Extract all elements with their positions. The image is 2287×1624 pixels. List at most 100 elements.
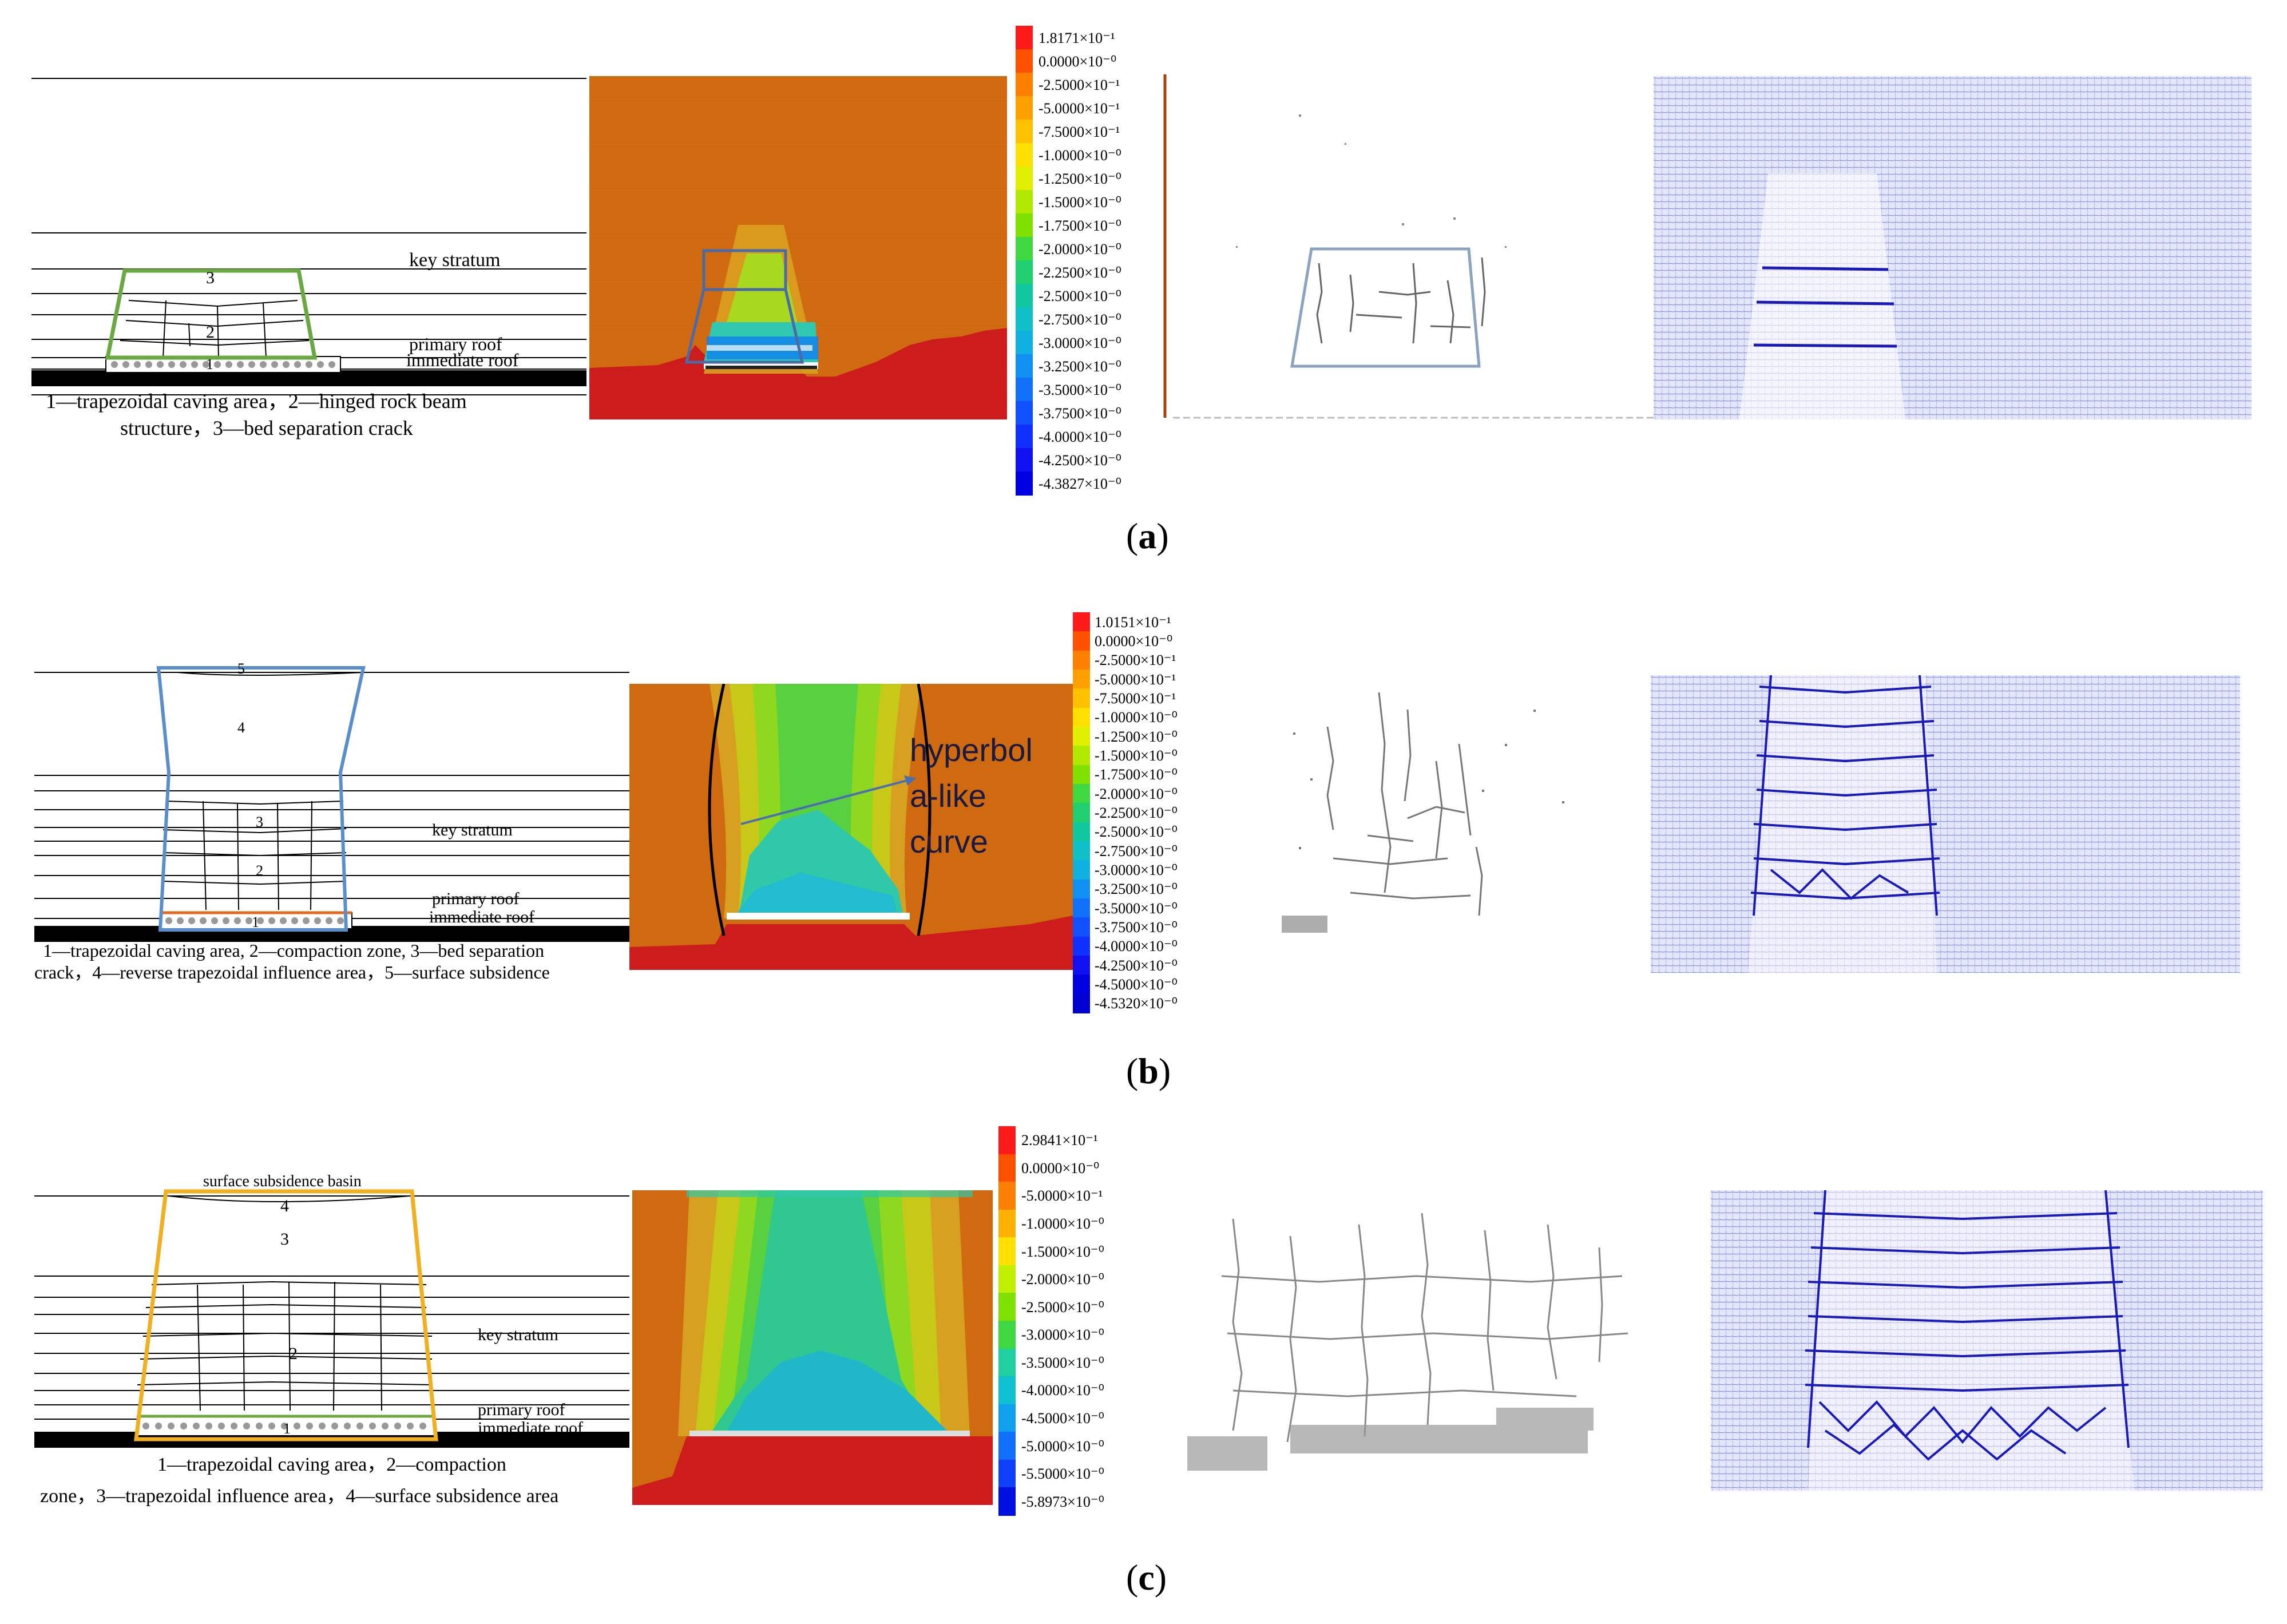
colorbar-swatch <box>1016 260 1033 284</box>
colorbar-tick-label: -2.5000×10⁻⁰ <box>1095 823 1178 841</box>
crack-distribution-b <box>1282 692 1564 933</box>
colorbar-tick-label: -2.5000×10⁻¹ <box>1039 76 1120 93</box>
colorbar-swatch <box>1073 631 1090 651</box>
colorbar-tick-label: -5.0000×10⁻¹ <box>1039 100 1120 117</box>
colorbar-tick-label: -3.2500×10⁻⁰ <box>1095 881 1178 898</box>
colorbar-tick-label: -3.7500×10⁻⁰ <box>1039 405 1121 422</box>
caption-line-2: zone，3—trapezoidal influence area，4—surf… <box>40 1486 558 1507</box>
colorbar-swatch <box>1016 143 1033 167</box>
caption-line-2: crack，4—reverse trapezoidal influence ar… <box>34 962 550 983</box>
colorbar-tick-label: -1.5000×10⁻⁰ <box>1095 747 1178 764</box>
colorbar-swatch <box>998 1237 1016 1266</box>
colorbar-swatch <box>1016 354 1033 378</box>
colorbar-a: 1.8171×10⁻¹ 0.0000×10⁻⁰ -2.5000×10⁻¹ -5.000… <box>1016 26 1164 496</box>
colorbar-tick-label: -2.5000×10⁻¹ <box>1095 652 1176 669</box>
label-primary-roof: primary roof <box>409 334 502 354</box>
annotation-line-3: curve <box>910 823 988 859</box>
annotation-line-2: a-like <box>910 778 986 814</box>
colorbar-swatch <box>1073 841 1090 861</box>
colorbar-tick-label: -3.5000×10⁻⁰ <box>1021 1354 1104 1371</box>
colorbar-tick-label: -2.5000×10⁻⁰ <box>1039 287 1121 304</box>
colorbar-swatch <box>1016 425 1033 449</box>
colorbar-swatch <box>1016 472 1033 496</box>
colorbar-swatch <box>1073 707 1090 727</box>
colorbar-tick-label: -2.7500×10⁻⁰ <box>1039 311 1121 328</box>
colorbar-swatch <box>1016 96 1033 120</box>
zone-number: 1 <box>206 356 213 373</box>
colorbar-tick-label: 0.0000×10⁻⁰ <box>1039 53 1117 70</box>
caption-line-1: 1—trapezoidal caving area，2—hinged rock … <box>46 390 467 413</box>
colorbar-swatch <box>1016 448 1033 472</box>
row-b: 5 4 3 2 1 key stratum primary roof immed… <box>0 572 2287 1116</box>
colorbar-tick-label: -3.0000×10⁻⁰ <box>1021 1326 1104 1344</box>
colorbar-swatch <box>1073 612 1090 632</box>
colorbar-swatch <box>1073 650 1090 670</box>
label-primary-roof: primary roof <box>432 889 519 908</box>
colorbar-swatch <box>998 1209 1016 1238</box>
colorbar-swatch <box>1073 670 1090 690</box>
colorbar-swatch <box>1073 765 1090 785</box>
colorbar-swatch <box>998 1154 1016 1183</box>
colorbar-swatch <box>1073 860 1090 880</box>
colorbar-tick-label: -4.5000×10⁻⁰ <box>1095 976 1178 993</box>
schematic-c: surface subsidence basin 4 3 2 1 key str… <box>34 1173 629 1507</box>
zone-number: 3 <box>206 268 215 287</box>
schematic-a: 3 2 1 key stratum primary roof immediate… <box>31 78 586 439</box>
colorbar-swatch <box>1073 936 1090 956</box>
colorbar-swatch <box>1016 26 1033 50</box>
force-chain-c <box>1711 1190 2263 1491</box>
colorbar-tick-label: -1.5000×10⁻⁰ <box>1039 193 1121 211</box>
colorbar-tick-label: -7.5000×10⁻¹ <box>1095 690 1176 707</box>
colorbar-swatch <box>1073 917 1090 937</box>
colorbar-swatch <box>1016 190 1033 214</box>
zone-number: 3 <box>256 814 263 830</box>
zone-number: 2 <box>289 1344 298 1363</box>
colorbar-c: 2.9841×10⁻¹ 0.0000×10⁻⁰ -5.0000×10⁻¹ -1.000… <box>998 1126 1147 1516</box>
colorbar-tick-label: -1.5000×10⁻⁰ <box>1021 1243 1104 1260</box>
colorbar-tick-label: -2.0000×10⁻⁰ <box>1021 1271 1104 1288</box>
colorbar-tick-label: -4.5320×10⁻⁰ <box>1095 995 1178 1012</box>
colorbar-swatch <box>1016 307 1033 331</box>
colorbar-tick-label: 2.9841×10⁻¹ <box>1021 1132 1098 1149</box>
colorbar-swatch <box>1073 898 1090 918</box>
colorbar-tick-label: -4.2500×10⁻⁰ <box>1095 957 1178 974</box>
displacement-contour-a <box>589 76 1007 419</box>
colorbar-swatch <box>998 1404 1016 1433</box>
colorbar-swatch <box>1073 993 1090 1013</box>
colorbar-tick-label: -4.3827×10⁻⁰ <box>1039 475 1121 492</box>
panel-label-c: (c) <box>1126 1557 1167 1598</box>
zone-number: 3 <box>280 1230 289 1249</box>
colorbar-swatch <box>1073 727 1090 747</box>
colorbar-swatch <box>1016 284 1033 308</box>
colorbar-tick-label: 1.0151×10⁻¹ <box>1095 613 1171 631</box>
colorbar-tick-label: -5.8973×10⁻⁰ <box>1021 1493 1104 1510</box>
row-c: surface subsidence basin 4 3 2 1 key str… <box>0 1116 2287 1624</box>
colorbar-swatch <box>998 1348 1016 1377</box>
colorbar-tick-label: -1.0000×10⁻⁰ <box>1021 1215 1104 1232</box>
colorbar-tick-label: -2.2500×10⁻⁰ <box>1039 264 1121 281</box>
caption-line-1: 1—trapezoidal caving area, 2—compaction … <box>43 940 544 961</box>
colorbar-b: 1.0151×10⁻¹ 0.0000×10⁻⁰ -2.5000×10⁻¹ -5.000… <box>1073 612 1222 1013</box>
label-immediate-roof: immediate roof <box>429 908 534 926</box>
force-chain-a <box>1654 76 2252 419</box>
colorbar-tick-label: -3.0000×10⁻⁰ <box>1039 334 1121 351</box>
label-key-stratum: key stratum <box>478 1325 558 1344</box>
colorbar-tick-label: 1.8171×10⁻¹ <box>1039 29 1115 46</box>
zone-number: 1 <box>283 1420 291 1437</box>
colorbar-swatch <box>1073 784 1090 804</box>
caption-line-1: 1—trapezoidal caving area，2—compaction <box>157 1454 506 1475</box>
zone-number: 2 <box>206 323 215 342</box>
label-key-stratum: key stratum <box>409 249 501 271</box>
zone-number: 4 <box>280 1197 289 1215</box>
panel-label-a: (a) <box>1126 516 1169 556</box>
colorbar-tick-label: -7.5000×10⁻¹ <box>1039 123 1120 140</box>
colorbar-swatch <box>998 1376 1016 1405</box>
colorbar-swatch <box>998 1432 1016 1460</box>
colorbar-tick-label: -3.2500×10⁻⁰ <box>1039 358 1121 375</box>
colorbar-tick-label: -4.0000×10⁻⁰ <box>1039 428 1121 445</box>
colorbar-swatch <box>1016 331 1033 355</box>
colorbar-tick-label: -4.0000×10⁻⁰ <box>1021 1382 1104 1399</box>
colorbar-tick-label: -1.0000×10⁻⁰ <box>1039 146 1121 164</box>
colorbar-tick-label: -2.7500×10⁻⁰ <box>1095 842 1178 859</box>
zone-number: 1 <box>252 914 259 930</box>
